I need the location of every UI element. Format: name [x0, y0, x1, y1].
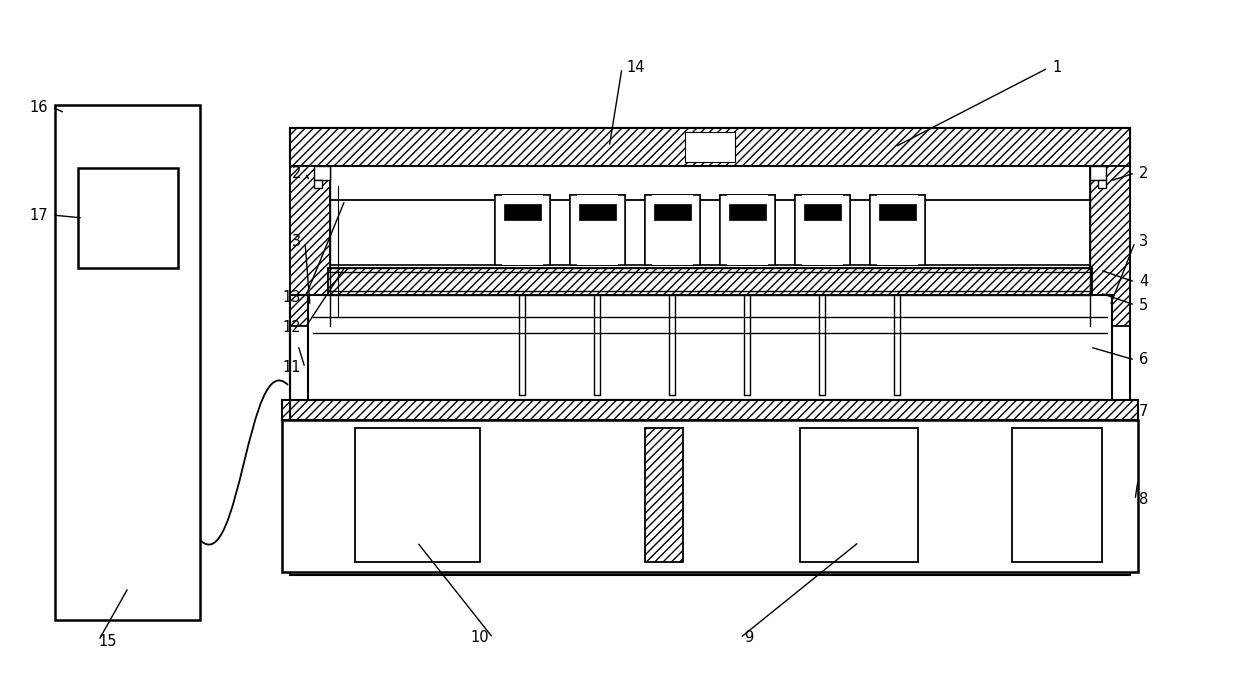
Bar — [290, 166, 330, 326]
Text: 2: 2 — [1140, 165, 1148, 180]
Bar — [729, 204, 766, 220]
Bar — [800, 428, 918, 562]
Bar — [290, 128, 1130, 575]
Text: 9: 9 — [744, 631, 753, 646]
Text: 15: 15 — [98, 635, 117, 650]
Bar — [653, 204, 691, 220]
Bar — [502, 195, 543, 202]
Text: 5: 5 — [1140, 298, 1148, 313]
Text: 10: 10 — [470, 631, 489, 646]
Bar — [503, 204, 541, 220]
Bar — [727, 202, 768, 265]
Bar — [802, 202, 843, 265]
Bar — [495, 195, 551, 265]
Bar — [55, 105, 200, 620]
Bar — [795, 195, 849, 265]
Bar — [870, 195, 925, 265]
Bar — [314, 180, 322, 188]
Text: 1: 1 — [1052, 61, 1061, 76]
Bar — [281, 400, 1138, 420]
Text: 3: 3 — [1140, 234, 1148, 249]
Text: 14: 14 — [626, 61, 645, 76]
Text: 7: 7 — [1140, 405, 1148, 419]
Bar — [802, 195, 843, 202]
Bar — [652, 202, 693, 265]
Bar — [879, 204, 916, 220]
Bar — [684, 132, 735, 162]
Text: 11: 11 — [283, 360, 301, 375]
Text: 12: 12 — [283, 321, 301, 336]
Bar — [314, 166, 330, 180]
Bar — [877, 195, 918, 202]
Text: 8: 8 — [1140, 492, 1148, 507]
Bar — [355, 428, 480, 562]
Bar — [645, 428, 683, 562]
Bar — [577, 195, 618, 202]
Text: 17: 17 — [30, 208, 48, 223]
Bar — [1097, 180, 1106, 188]
Bar — [577, 202, 618, 265]
Text: 13: 13 — [283, 291, 301, 306]
Bar — [281, 420, 1138, 572]
Bar — [1012, 428, 1102, 562]
Bar — [502, 202, 543, 265]
Bar — [1090, 166, 1130, 326]
Bar — [645, 195, 701, 265]
Bar — [652, 195, 693, 202]
Bar — [329, 268, 1092, 295]
Bar — [1090, 166, 1106, 180]
Bar — [290, 128, 1130, 166]
Bar — [579, 204, 616, 220]
Bar — [308, 295, 1112, 400]
Bar — [720, 195, 775, 265]
Bar — [804, 204, 841, 220]
Text: 6: 6 — [1140, 353, 1148, 368]
Text: 3: 3 — [291, 234, 301, 249]
Bar — [78, 168, 179, 268]
Text: 2: 2 — [291, 165, 301, 180]
Bar — [727, 195, 768, 202]
Text: 16: 16 — [30, 99, 48, 114]
Bar — [570, 195, 625, 265]
Bar — [877, 202, 918, 265]
Text: 4: 4 — [1140, 274, 1148, 289]
